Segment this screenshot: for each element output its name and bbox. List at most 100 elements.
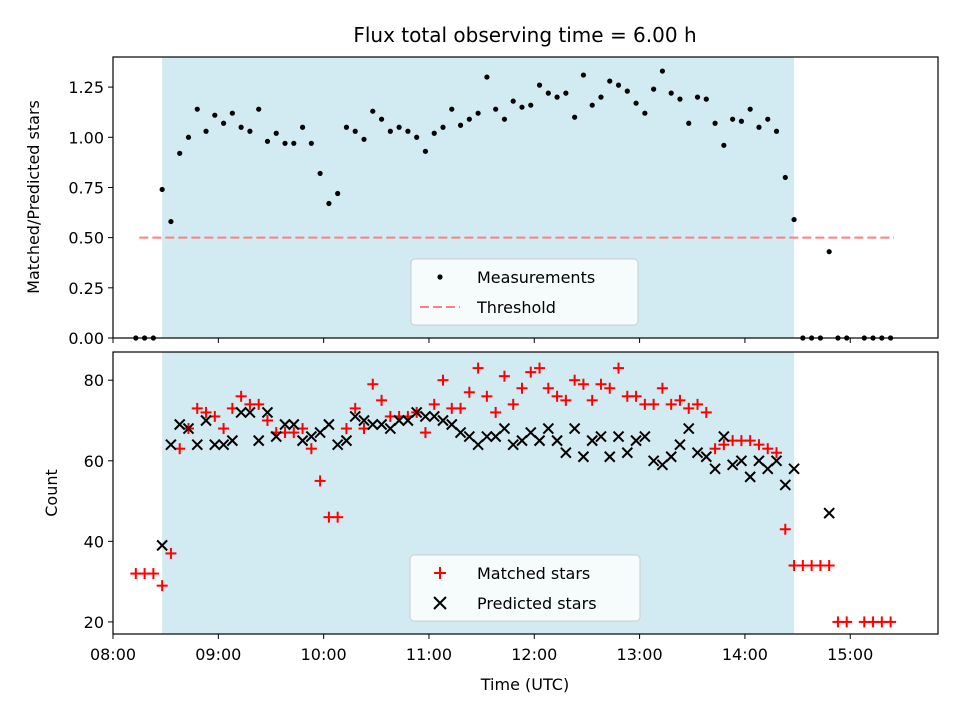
predicted-star-point [331, 438, 344, 451]
legend-matched-label: Matched stars [477, 564, 590, 583]
matched-star-point [305, 443, 317, 455]
legend-matched-marker [434, 567, 446, 579]
predicted-star-point [718, 430, 730, 443]
matched-star-point [490, 406, 502, 418]
predicted-star-point [630, 434, 642, 447]
matched-star-point [376, 394, 388, 406]
bottom-xtick-label: 09:00 [195, 645, 241, 664]
measurement-point [677, 96, 683, 102]
predicted-star-point [156, 539, 168, 552]
matched-star-point [542, 382, 554, 394]
measurement-point [282, 140, 288, 146]
measurement-point [431, 130, 437, 136]
measurement-point [756, 124, 762, 130]
measurement-point [738, 118, 745, 124]
matched-star-point [595, 378, 607, 390]
predicted-star-point [244, 406, 256, 419]
predicted-star-point [823, 507, 835, 519]
measurement-point [536, 82, 543, 88]
predicted-star-point [375, 418, 388, 431]
matched-star-point [656, 382, 668, 394]
predicted-star-point [516, 434, 528, 447]
matched-star-point [779, 523, 791, 535]
measurement-point [326, 200, 332, 207]
measurement-point [449, 106, 455, 112]
predicted-star-point [568, 422, 581, 435]
measurement-point [589, 102, 595, 108]
matched-star-point [191, 402, 203, 414]
matched-star-point [577, 378, 589, 390]
matched-star-point [586, 394, 598, 406]
predicted-star-point [252, 434, 265, 447]
matched-star-point [419, 427, 431, 439]
measurement-point [686, 120, 692, 126]
measurement-point [177, 150, 183, 156]
matched-star-point [516, 382, 528, 394]
top-legend: Measurements Threshold [410, 258, 639, 326]
predicted-star-point [691, 447, 704, 459]
predicted-star-point [165, 438, 177, 451]
top-ytick-label: 0.75 [68, 178, 104, 197]
predicted-star-point [498, 422, 511, 435]
matched-star-point [604, 382, 616, 394]
predicted-star-point [647, 455, 660, 467]
matched-star-point [235, 390, 247, 402]
matched-star-point [455, 402, 467, 414]
top-xticks [112, 338, 851, 343]
matched-star-point [885, 616, 897, 628]
predicted-star-point [454, 426, 467, 439]
matched-star-point [525, 366, 537, 378]
matched-star-point [718, 439, 730, 451]
matched-star-point [261, 414, 273, 426]
bottom-yticks: 20 40 60 80 [84, 371, 113, 632]
measurement-point [545, 90, 551, 96]
legend-measurements-marker [437, 274, 443, 280]
predicted-star-point [349, 410, 361, 423]
legend-measurements-label: Measurements [477, 268, 595, 287]
top-ytick-label: 1.00 [68, 128, 104, 147]
measurement-point [370, 108, 376, 114]
predicted-star-point [683, 422, 695, 435]
predicted-star-point [700, 451, 713, 463]
predicted-star-point [463, 430, 476, 443]
predicted-star-point [507, 438, 519, 451]
predicted-star-point [472, 438, 484, 451]
bottom-ytick-label: 80 [84, 371, 104, 390]
measurement-point [633, 100, 639, 106]
measurement-point [791, 216, 797, 223]
matched-star-point [472, 362, 484, 374]
matched-star-point [534, 362, 546, 374]
matched-star-point [560, 394, 572, 406]
measurement-point [247, 128, 253, 134]
predicted-star-point [358, 414, 370, 427]
measurement-point [712, 120, 718, 126]
bottom-axes-frame [112, 351, 939, 635]
matched-star-point [762, 443, 774, 455]
matched-star-point [332, 511, 344, 523]
predicted-star-point [314, 426, 326, 439]
measurement-point [694, 94, 701, 100]
measurement-point [721, 142, 727, 148]
predicted-star-point [674, 438, 686, 451]
measurement-point [229, 110, 235, 116]
predicted-star-point [393, 414, 405, 427]
matched-star-point [569, 374, 581, 386]
bottom-panel: 20 40 60 80 08:00 09:00 10:00 11:00 12:00 13:00 1… [42, 351, 939, 694]
predicted-star-point [209, 438, 221, 451]
predicted-star-point [709, 463, 721, 475]
predicted-star-point [533, 434, 546, 447]
bottom-xtick-label: 12:00 [511, 645, 557, 664]
matched-star-point [630, 390, 642, 402]
measurement-point [554, 94, 560, 100]
measurement-point [291, 140, 297, 146]
x-axis-label: Time (UTC) [480, 675, 569, 694]
bottom-points [130, 362, 897, 628]
measurement-point [703, 96, 709, 102]
predicted-star-point [323, 418, 335, 431]
measurement-point [493, 106, 499, 112]
matched-star-point [771, 447, 783, 459]
bottom-xtick-label: 14:00 [722, 645, 768, 664]
predicted-star-point [612, 430, 625, 443]
measurement-point [159, 186, 165, 193]
